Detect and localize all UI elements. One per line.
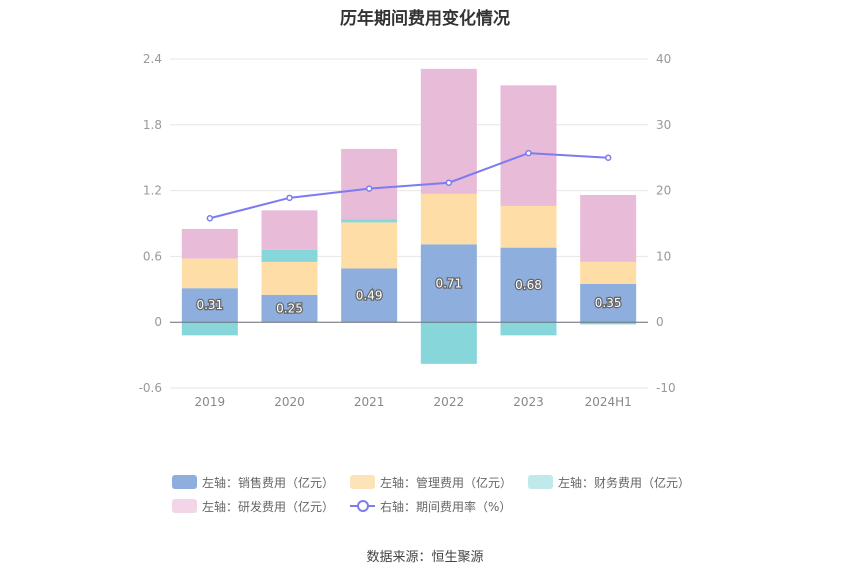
source-note: 数据来源：恒生聚源 bbox=[366, 550, 484, 565]
chart-svg: 2.4 40 1.8 30 1.2 20 0.6 10 0 0 -0.6 -10 2019 2020 202… bbox=[139, 52, 676, 409]
rate-point-2021 bbox=[365, 185, 373, 192]
legend: 左轴：销售费用（亿元） 左轴：管理费用（亿元） 左轴：财务费用（亿元） 左轴：研… bbox=[172, 470, 712, 518]
bar-0-2020 bbox=[261, 294, 318, 323]
bar-0-2023 bbox=[500, 247, 557, 323]
left-tick-label: 1.8 bbox=[143, 118, 162, 132]
bar-2-2024H1 bbox=[580, 322, 637, 325]
bar-1-2020 bbox=[261, 261, 318, 295]
x-tick-label: 2021 bbox=[354, 395, 385, 409]
right-tick-label: 40 bbox=[656, 52, 671, 66]
label-layer: 0.31 0.25 0.49 0.71 0.68 0.35 bbox=[195, 275, 623, 317]
right-tick-label: 30 bbox=[656, 118, 671, 132]
bar-0-2024H1 bbox=[580, 283, 637, 323]
legend-label-admin: 左轴：管理费用（亿元） bbox=[380, 475, 513, 490]
legend-item-sales[interactable]: 左轴：销售费用（亿元） bbox=[172, 474, 334, 491]
left-tick-label: 2.4 bbox=[143, 52, 162, 66]
legend-swatch-sales bbox=[172, 475, 197, 489]
bar-3-2022 bbox=[420, 68, 477, 194]
right-tick-label: 10 bbox=[656, 249, 671, 263]
x-tick-label: 2022 bbox=[434, 395, 465, 409]
bar-3-2019 bbox=[181, 228, 238, 259]
bar-0-2022 bbox=[420, 244, 477, 323]
bar-1-2022 bbox=[420, 193, 477, 245]
bar-1-2024H1 bbox=[580, 261, 637, 284]
bar-3-2024H1 bbox=[580, 194, 637, 262]
bar-2-2020 bbox=[261, 249, 318, 262]
left-tick-label: 1.2 bbox=[143, 184, 162, 198]
x-tick-label: 2019 bbox=[195, 395, 226, 409]
rate-point-2023 bbox=[525, 149, 532, 157]
sales-data-label: 0.35 bbox=[595, 296, 622, 310]
legend-row-1: 左轴：销售费用（亿元） 左轴：管理费用（亿元） 左轴：财务费用（亿元） bbox=[172, 470, 712, 494]
x-tick-label: 2020 bbox=[274, 395, 305, 409]
bar-1-2023 bbox=[500, 205, 557, 248]
sales-data-label: 0.49 bbox=[356, 288, 383, 302]
legend-item-finance[interactable]: 左轴：财务费用（亿元） bbox=[528, 474, 690, 491]
legend-label-rate: 右轴：期间费用率（%） bbox=[380, 499, 512, 514]
rate-point-2020 bbox=[286, 194, 293, 202]
legend-row-2: 左轴：研发费用（亿元） 右轴：期间费用率（%） bbox=[172, 494, 712, 518]
legend-label-finance: 左轴：财务费用（亿元） bbox=[558, 475, 691, 490]
x-tick-label: 2023 bbox=[513, 395, 544, 409]
bar-2-2021 bbox=[341, 219, 398, 223]
bar-2-2022 bbox=[420, 322, 477, 364]
bar-1-2019 bbox=[181, 258, 238, 289]
sales-data-label: 0.71 bbox=[435, 276, 462, 290]
legend-line-icon bbox=[350, 499, 376, 513]
chart-title: 历年期间费用变化情况 bbox=[340, 9, 510, 29]
bar-3-2020 bbox=[261, 210, 318, 250]
grid-layer bbox=[170, 58, 648, 389]
rate-point-2022 bbox=[445, 179, 453, 186]
bar-1-2021 bbox=[341, 222, 398, 269]
right-tick-label: 0 bbox=[656, 315, 664, 329]
rate-line bbox=[209, 152, 609, 220]
rate-point-2024H1 bbox=[604, 154, 612, 161]
left-tick-label: 0 bbox=[154, 315, 162, 329]
bar-0-2021 bbox=[341, 268, 398, 323]
sales-data-label: 0.68 bbox=[515, 278, 542, 292]
legend-label-sales: 左轴：销售费用（亿元） bbox=[202, 475, 335, 490]
bar-layer bbox=[181, 68, 637, 364]
right-tick-label: 20 bbox=[656, 184, 671, 198]
rate-point-2019 bbox=[206, 214, 214, 222]
sales-data-label: 0.31 bbox=[196, 298, 223, 312]
right-tick-label: -10 bbox=[656, 381, 676, 395]
bar-2-2023 bbox=[500, 322, 557, 336]
bar-2-2019 bbox=[181, 322, 238, 336]
legend-item-rnd[interactable]: 左轴：研发费用（亿元） bbox=[172, 498, 334, 515]
legend-item-admin[interactable]: 左轴：管理费用（亿元） bbox=[350, 474, 512, 491]
legend-label-rnd: 左轴：研发费用（亿元） bbox=[202, 499, 335, 514]
legend-swatch-finance bbox=[528, 475, 554, 489]
bar-0-2019 bbox=[181, 288, 238, 323]
left-tick-label: -0.6 bbox=[139, 381, 162, 395]
bar-3-2021 bbox=[341, 148, 398, 220]
legend-swatch-rnd bbox=[172, 499, 197, 513]
axis-layer: 2.4 40 1.8 30 1.2 20 0.6 10 0 0 -0.6 -10 2019 2020 202… bbox=[139, 52, 676, 409]
legend-item-rate[interactable]: 右轴：期间费用率（%） bbox=[350, 498, 511, 515]
sales-data-label: 0.25 bbox=[276, 301, 303, 315]
left-tick-label: 0.6 bbox=[143, 249, 162, 263]
line-layer bbox=[206, 149, 612, 222]
bar-3-2023 bbox=[500, 85, 557, 206]
x-tick-label: 2024H1 bbox=[585, 395, 632, 409]
legend-swatch-admin bbox=[350, 475, 376, 489]
